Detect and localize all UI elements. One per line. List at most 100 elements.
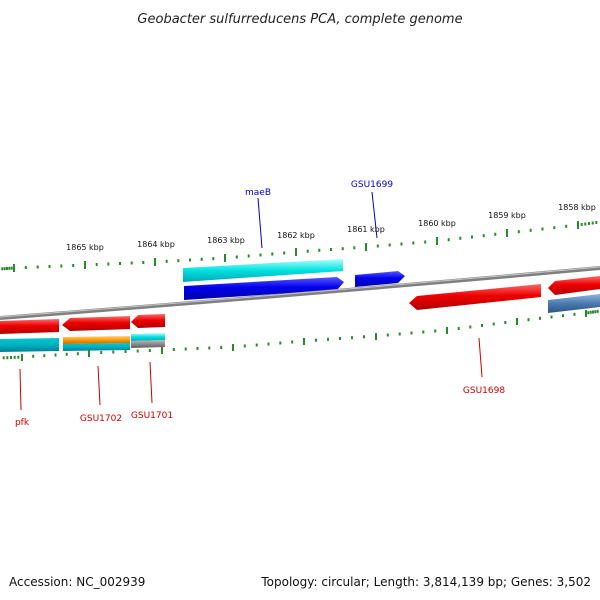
inner-scale-major-ticks	[21, 310, 587, 361]
forward-gene-GSU1699	[355, 271, 405, 287]
scale-minor-tick	[596, 309, 599, 313]
leader-maeB	[257, 197, 263, 249]
scale-minor-tick	[553, 226, 556, 230]
reverse-feature-GSU1702-orange	[63, 336, 130, 344]
scale-minor-tick	[562, 314, 564, 318]
scale-minor-tick	[588, 222, 590, 225]
scale-minor-tick	[65, 352, 68, 356]
scale-minor-tick	[283, 251, 286, 255]
scale-minor-tick	[124, 350, 127, 353]
scale-minor-tick	[189, 258, 191, 262]
scale-minor-tick	[424, 240, 427, 244]
scale-minor-tick	[3, 267, 6, 271]
leader-GSU1701	[149, 361, 153, 404]
scale-minor-tick	[54, 353, 57, 357]
scale-minor-tick	[481, 324, 483, 327]
leader-GSU1699	[371, 191, 378, 239]
scale-minor-tick	[388, 243, 391, 247]
forward-strand-features	[183, 259, 343, 282]
scale-minor-tick	[177, 259, 180, 263]
scale-minor-tick	[255, 343, 258, 347]
scale-minor-tick	[235, 255, 238, 259]
scale-label-1861: 1861 kbp	[347, 225, 385, 234]
reverse-gene-GSU1702	[62, 316, 130, 331]
reverse-feature-GSU1701-grey	[131, 340, 165, 348]
scale-label-1860: 1860 kbp	[418, 219, 456, 228]
scale-minor-tick	[412, 241, 415, 245]
scale-minor-tick	[60, 264, 63, 268]
scale-minor-tick	[2, 356, 5, 360]
scale-minor-tick	[591, 221, 594, 225]
scale-minor-tick	[376, 244, 379, 248]
label-leaders	[19, 191, 483, 411]
scale-minor-tick	[112, 350, 115, 354]
scale-label-1863: 1863 kbp	[207, 236, 245, 245]
scale-minor-tick	[363, 335, 365, 339]
scale-minor-tick	[259, 253, 262, 257]
scale-minor-tick	[17, 355, 20, 359]
scale-minor-tick	[422, 330, 425, 334]
scale-minor-tick	[306, 249, 309, 253]
reverse-gene-GSU1701	[131, 314, 165, 328]
scale-minor-tick	[459, 236, 462, 240]
scale-minor-tick	[100, 351, 103, 354]
scale-minor-tick	[107, 262, 110, 266]
scale-minor-tick	[142, 261, 145, 264]
gene-label-pfk: pfk	[15, 418, 30, 428]
leader-pfk	[19, 368, 22, 411]
scale-minor-tick	[541, 227, 544, 231]
gene-label-GSU1702: GSU1702	[80, 414, 122, 424]
forward-strand-genes	[184, 271, 405, 300]
scale-minor-tick	[457, 327, 460, 330]
map-title: Geobacter sulfurreducens PCA, complete g…	[137, 12, 462, 27]
scale-minor-tick	[587, 311, 590, 315]
scale-minor-tick	[279, 341, 282, 345]
scale-minor-tick	[386, 333, 389, 337]
reverse-strand-features	[0, 294, 600, 352]
gene-label-maeB: maeB	[245, 188, 271, 198]
scale-minor-tick	[504, 321, 507, 324]
scale-minor-tick	[32, 354, 35, 358]
scale-minor-tick	[517, 230, 520, 234]
scale-label-1862: 1862 kbp	[277, 231, 315, 240]
scale-minor-tick	[119, 262, 121, 265]
scale-minor-tick	[410, 331, 413, 335]
scale-minor-tick	[589, 310, 592, 314]
scale-minor-tick	[13, 355, 16, 359]
gene-label-GSU1699: GSU1699	[351, 180, 393, 190]
outer-scale-dots	[1, 221, 598, 271]
reverse-feature-pfk	[0, 338, 59, 352]
inner-scale-dots	[2, 309, 599, 360]
reverse-feature-right-edge	[548, 294, 600, 313]
outer-scale-ring	[1, 221, 598, 272]
scale-minor-tick	[339, 337, 341, 340]
scale-label-1859: 1859 kbp	[488, 211, 526, 220]
genome-backbone	[0, 266, 600, 320]
scale-minor-tick	[580, 223, 583, 226]
genome-backbone-highlight	[0, 266, 600, 318]
scale-minor-tick	[492, 322, 495, 326]
scale-minor-tick	[43, 354, 46, 358]
scale-minor-tick	[398, 332, 401, 336]
reverse-gene-GSU1698	[409, 284, 541, 310]
outer-scale-major-ticks	[13, 221, 579, 272]
scale-minor-tick	[267, 342, 270, 346]
reverse-gene-right-edge	[548, 276, 600, 295]
scale-minor-tick	[165, 259, 168, 263]
scale-minor-tick	[550, 315, 553, 319]
scale-minor-tick	[208, 346, 211, 350]
scale-minor-tick	[469, 325, 472, 329]
scale-minor-tick	[471, 235, 473, 239]
scale-minor-tick	[76, 352, 79, 356]
gene-label-GSU1701: GSU1701	[131, 411, 173, 421]
scale-label-1865: 1865 kbp	[66, 243, 104, 252]
scale-minor-tick	[353, 246, 356, 250]
forward-feature-maeB	[183, 259, 343, 282]
scale-minor-tick	[315, 338, 317, 342]
scale-labels: 1865 kbp 1864 kbp 1863 kbp 1862 kbp 1861…	[66, 203, 596, 252]
scale-minor-tick	[10, 356, 12, 359]
gene-labels: maeB GSU1699 pfk GSU1702 GSU1701 GSU1698	[15, 180, 505, 428]
scale-label-1864: 1864 kbp	[137, 240, 175, 249]
genome-summary-text: Topology: circular; Length: 3,814,139 bp…	[260, 575, 591, 589]
scale-minor-tick	[584, 222, 587, 226]
